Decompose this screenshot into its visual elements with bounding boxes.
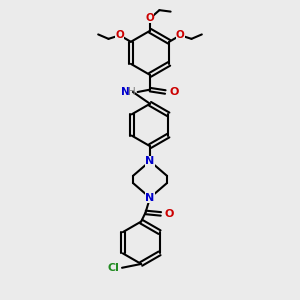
Text: N: N	[146, 156, 154, 166]
Text: O: O	[176, 30, 185, 40]
Text: N: N	[146, 193, 154, 203]
Text: N: N	[121, 87, 130, 97]
Text: O: O	[115, 30, 124, 40]
Text: O: O	[169, 87, 178, 97]
Text: H: H	[128, 87, 136, 97]
Text: O: O	[146, 14, 154, 23]
Text: Cl: Cl	[108, 263, 120, 273]
Text: O: O	[165, 209, 174, 219]
